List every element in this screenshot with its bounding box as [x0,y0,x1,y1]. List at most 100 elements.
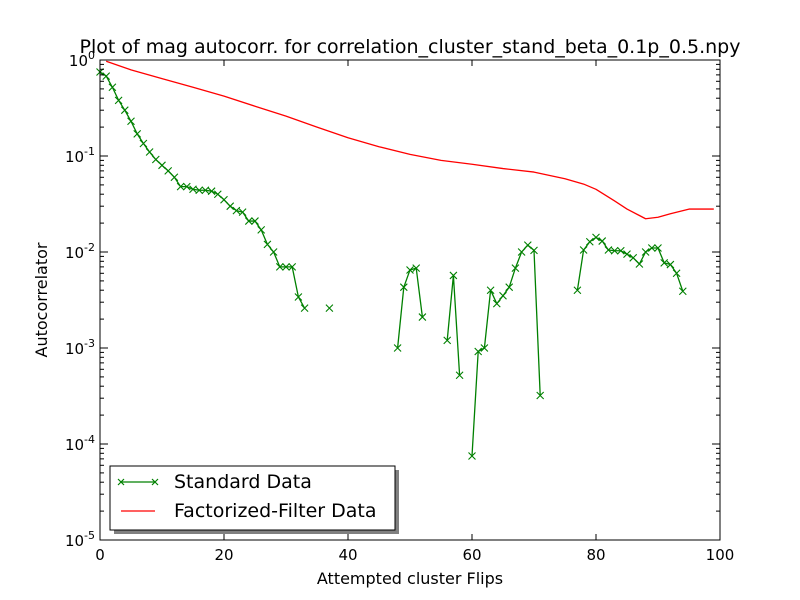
x-tick-label: 60 [462,546,481,564]
y-tick-base: 10 [65,340,84,358]
legend: Standard Data Factorized-Filter Data [109,465,399,534]
data-point [486,286,495,295]
data-point [207,187,216,196]
data-point [120,106,129,115]
x-tick-label: 40 [338,546,357,564]
data-point [151,155,160,164]
x-tick-label: 20 [214,546,233,564]
data-point [108,83,117,92]
data-point [139,139,148,148]
data-point [189,185,197,194]
data-point [213,190,222,199]
data-point [282,262,290,271]
data-point [244,217,253,225]
data-point [660,259,669,267]
data-point [511,264,520,272]
series-0 [96,68,687,460]
data-point [573,286,582,295]
y-tick-label: 10-3 [65,337,95,358]
data-point [604,246,613,254]
data-point [654,244,662,252]
data-point [480,344,489,352]
data-point [393,344,402,352]
data-point [678,287,687,296]
data-point [288,262,297,271]
data-point [102,72,111,80]
legend-label-standard: Standard Data [174,471,312,493]
legend-marker-standard [117,478,159,486]
data-point [418,313,427,321]
y-tick-base: 10 [65,148,84,166]
data-point [114,96,123,105]
data-point [251,217,259,225]
data-point [412,264,421,272]
data-point [406,266,414,274]
y-tick-label: 100 [69,49,95,70]
chart-title: Plot of mag autocorr. for correlation_cl… [80,36,741,58]
data-point [616,246,625,255]
data-point [629,253,638,262]
y-tick-exponent: -1 [84,145,95,158]
data-point [170,173,179,182]
data-point [474,347,483,356]
data-point [263,240,272,249]
data-point [164,166,173,175]
x-axis-label: Attempted cluster Flips [317,569,503,588]
data-point [492,299,501,308]
series-1 [105,60,714,220]
data-point [257,225,266,234]
data-point [666,260,675,269]
data-point [499,291,507,300]
data-point [449,271,458,280]
data-point [443,336,452,345]
data-point [399,283,408,292]
data-point [176,182,185,191]
data-point [127,117,135,126]
data-point [647,244,656,252]
y-tick-base: 10 [65,244,84,262]
data-point [325,304,334,313]
y-tick-base: 10 [65,436,84,454]
data-point [158,161,166,170]
data-point [133,129,142,138]
data-point [468,452,476,460]
y-tick-exponent: -3 [84,337,95,350]
data-point [232,206,241,215]
data-point [226,202,235,211]
data-point [294,293,303,301]
data-point [505,283,514,292]
data-point [592,233,600,242]
data-point [195,186,204,195]
y-tick-label: 10-4 [65,433,95,454]
data-point [672,269,681,278]
y-tick-exponent: -5 [84,529,95,542]
y-tick-label: 10-2 [65,241,95,262]
y-tick-base: 10 [69,52,88,70]
data-point [275,262,284,271]
y-tick-exponent: -4 [84,433,95,446]
data-point [598,237,607,245]
data-point [300,304,309,313]
data-point [530,246,538,255]
legend-label-factorized: Factorized-Filter Data [174,500,376,522]
data-point [269,248,278,256]
y-tick-exponent: -2 [84,241,95,254]
plot-area [100,60,720,540]
y-tick-base: 10 [65,532,84,550]
legend-box [109,465,396,531]
data-point [641,248,650,256]
x-tick-label: 80 [586,546,605,564]
x-tick-label: 0 [95,546,105,564]
data-point [238,208,247,217]
data-point [635,260,644,268]
data-point [610,246,619,255]
data-point [523,241,532,249]
data-point [585,237,594,246]
data-point [517,248,526,256]
data-point [220,195,228,204]
y-tick-label: 10-5 [65,529,95,550]
series-layer [96,60,714,460]
data-point [579,246,588,254]
